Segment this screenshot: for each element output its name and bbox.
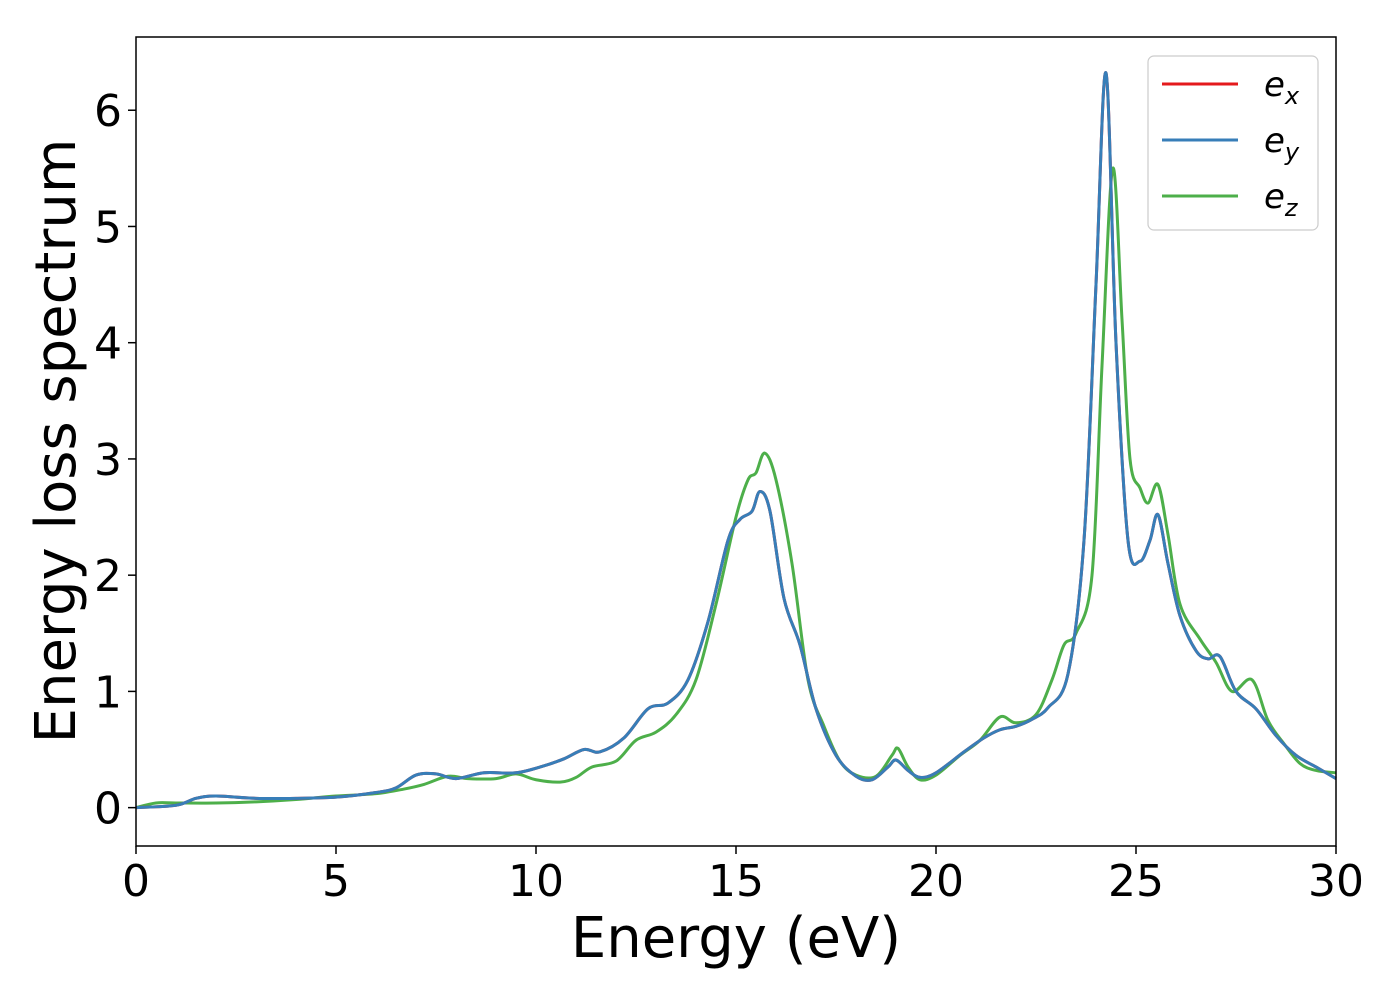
x-tick-label: 5 [322,856,350,907]
y-tick-label: 4 [94,319,122,370]
x-tick-label: 0 [122,856,150,907]
x-axis-title: Energy (eV) [571,906,901,971]
x-axis-ticks: 0 5 10 15 20 25 30 [122,846,1364,907]
y-tick-label: 6 [94,86,122,137]
legend-box [1147,55,1319,231]
y-axis-ticks: 0 1 2 3 4 5 6 [94,86,136,835]
legend-label-e-x: ex [1264,65,1300,110]
series-line-e-y [135,71,1337,810]
plot-lines [135,71,1337,810]
x-tick-label: 20 [908,856,964,907]
y-axis-title: Energy loss spectrum [24,139,89,744]
legend-label-e-z: ez [1264,177,1299,222]
y-tick-label: 3 [94,435,122,486]
y-tick-label: 1 [94,667,122,718]
x-tick-label: 10 [508,856,564,907]
legend: ex ey ez [1147,55,1319,231]
y-tick-label: 0 [94,784,122,835]
x-tick-label: 25 [1108,856,1164,907]
y-tick-label: 5 [94,202,122,253]
x-tick-label: 30 [1308,856,1364,907]
x-tick-label: 15 [708,856,764,907]
y-tick-label: 2 [94,551,122,602]
legend-label-e-y: ey [1264,121,1300,166]
